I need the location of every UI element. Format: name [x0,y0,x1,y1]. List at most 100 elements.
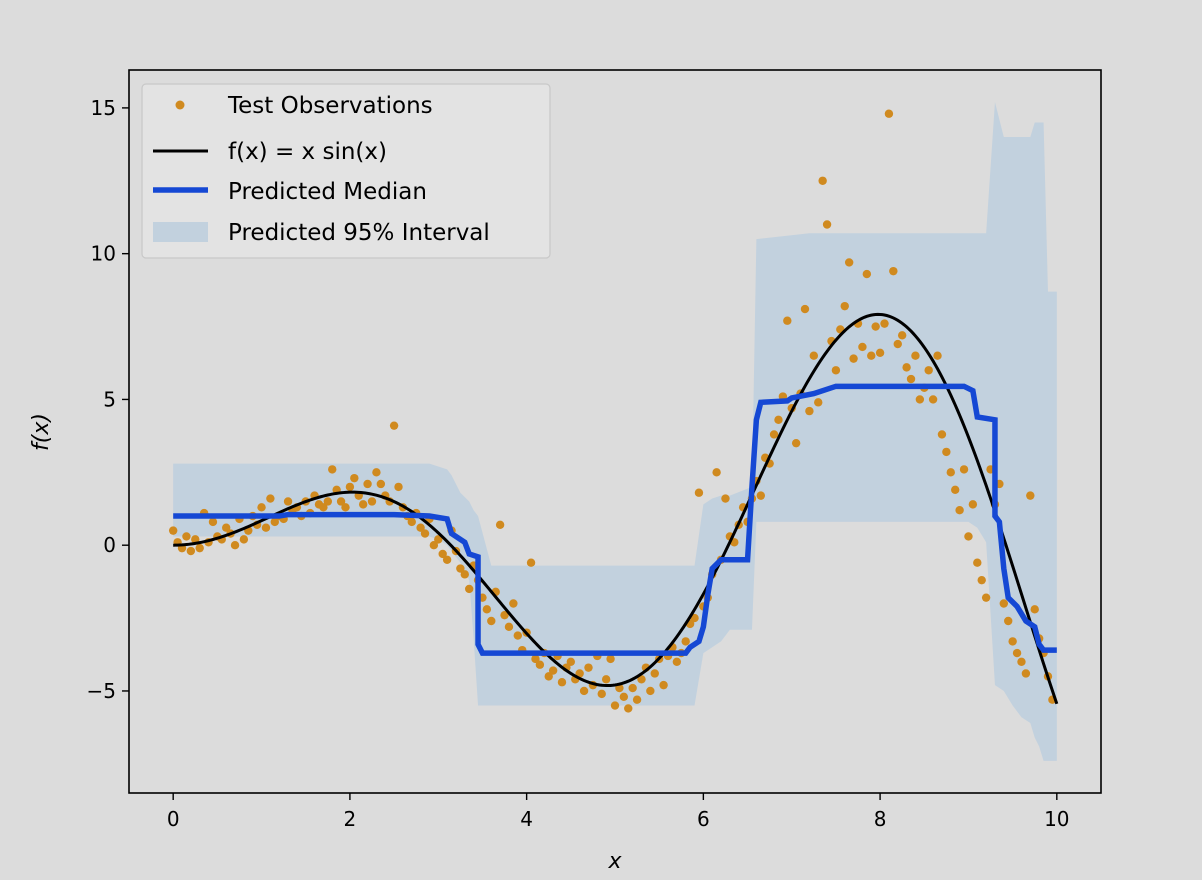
observation-point [871,322,880,331]
observation-point [407,517,416,527]
x-tick-label: 4 [520,807,533,831]
observation-point [191,535,200,544]
observation-point [531,654,540,664]
observation-point [791,438,801,448]
observation-point [659,680,668,690]
observation-point [849,354,858,363]
observation-point [579,686,589,696]
observation-point [266,494,275,503]
observation-point [195,543,204,553]
observation-point [526,558,536,567]
observation-point [915,395,925,404]
observation-point [884,109,894,118]
observation-point [544,672,553,681]
observation-point [597,689,606,699]
x-tick-label: 8 [874,807,887,831]
observation-point [712,468,721,477]
observation-point [875,348,885,357]
observation-point [769,430,779,439]
observation-point [632,695,642,704]
observation-point [367,497,377,506]
observation-point [341,503,350,512]
observation-point [624,704,633,713]
observation-point [637,675,646,684]
observation-point [482,605,492,614]
observation-point [880,319,889,328]
observation-point [924,366,933,375]
observation-point [1030,605,1039,614]
observation-point [814,398,823,407]
observation-point [690,613,699,623]
observation-point [928,395,938,404]
observation-point [345,482,355,492]
observation-point [937,430,947,439]
observation-point [420,529,430,538]
legend-label-median: Predicted Median [228,179,427,205]
observation-point [575,669,584,678]
observation-point [610,701,620,710]
x-tick-label: 10 [1044,807,1069,831]
y-axis-ticks: −5 0 5 10 15 [87,96,129,703]
median-layer [173,383,1057,656]
x-axis-ticks: 0 2 4 6 8 10 [167,793,1070,831]
observation-point [358,500,368,509]
y-tick-label: 10 [91,242,116,266]
observation-point [805,406,814,416]
observation-point [1012,648,1022,658]
observation-point [323,497,333,506]
observation-point [973,558,982,567]
observation-point [429,540,439,550]
observation-point [509,599,518,608]
observation-point [800,304,810,314]
observation-point [756,491,765,500]
observation-point [548,666,558,675]
observation-point [999,599,1008,608]
observation-point [442,555,452,564]
observation-point [566,657,576,667]
legend-marker-observations [175,100,185,110]
observation-point [681,637,690,646]
observation-point [283,497,293,506]
observation-point [372,468,381,477]
observation-point [783,316,792,325]
observation-point [1017,657,1026,667]
observation-point [434,535,443,544]
legend-label-function: f(x) = x sin(x) [228,139,387,165]
y-tick-label: 5 [103,387,116,411]
observation-point [889,266,898,276]
x-tick-label: 2 [344,807,357,831]
observation-point [906,374,916,384]
observation-point [270,517,279,527]
observation-point [182,532,191,541]
observation-point [222,523,231,532]
observation-point [557,678,567,687]
observation-point [416,523,425,532]
observation-point [584,663,593,672]
observation-point [977,575,986,585]
median-line [173,383,1057,656]
y-tick-label: 0 [103,533,116,557]
interval-band [173,102,1057,761]
observation-point [350,473,359,483]
observation-point [933,351,942,360]
legend-label-observations: Test Observations [227,93,433,119]
observation-point [606,654,615,664]
true-function-layer [173,312,1059,705]
observation-point [376,479,386,489]
observation-point [261,523,271,532]
observation-point [500,610,509,620]
observation-point [650,669,659,678]
observation-point [186,546,196,556]
observation-point [239,535,249,544]
observation-point [394,482,403,492]
legend-label-interval: Predicted 95% Interval [228,220,490,246]
observation-point [911,351,920,360]
observation-point [601,675,611,684]
observation-point [893,339,902,349]
observation-point [363,479,372,489]
observation-point [535,660,545,669]
observation-point [867,351,876,360]
observation-point [487,616,496,626]
observation-point [840,301,849,311]
observation-point [328,465,337,474]
